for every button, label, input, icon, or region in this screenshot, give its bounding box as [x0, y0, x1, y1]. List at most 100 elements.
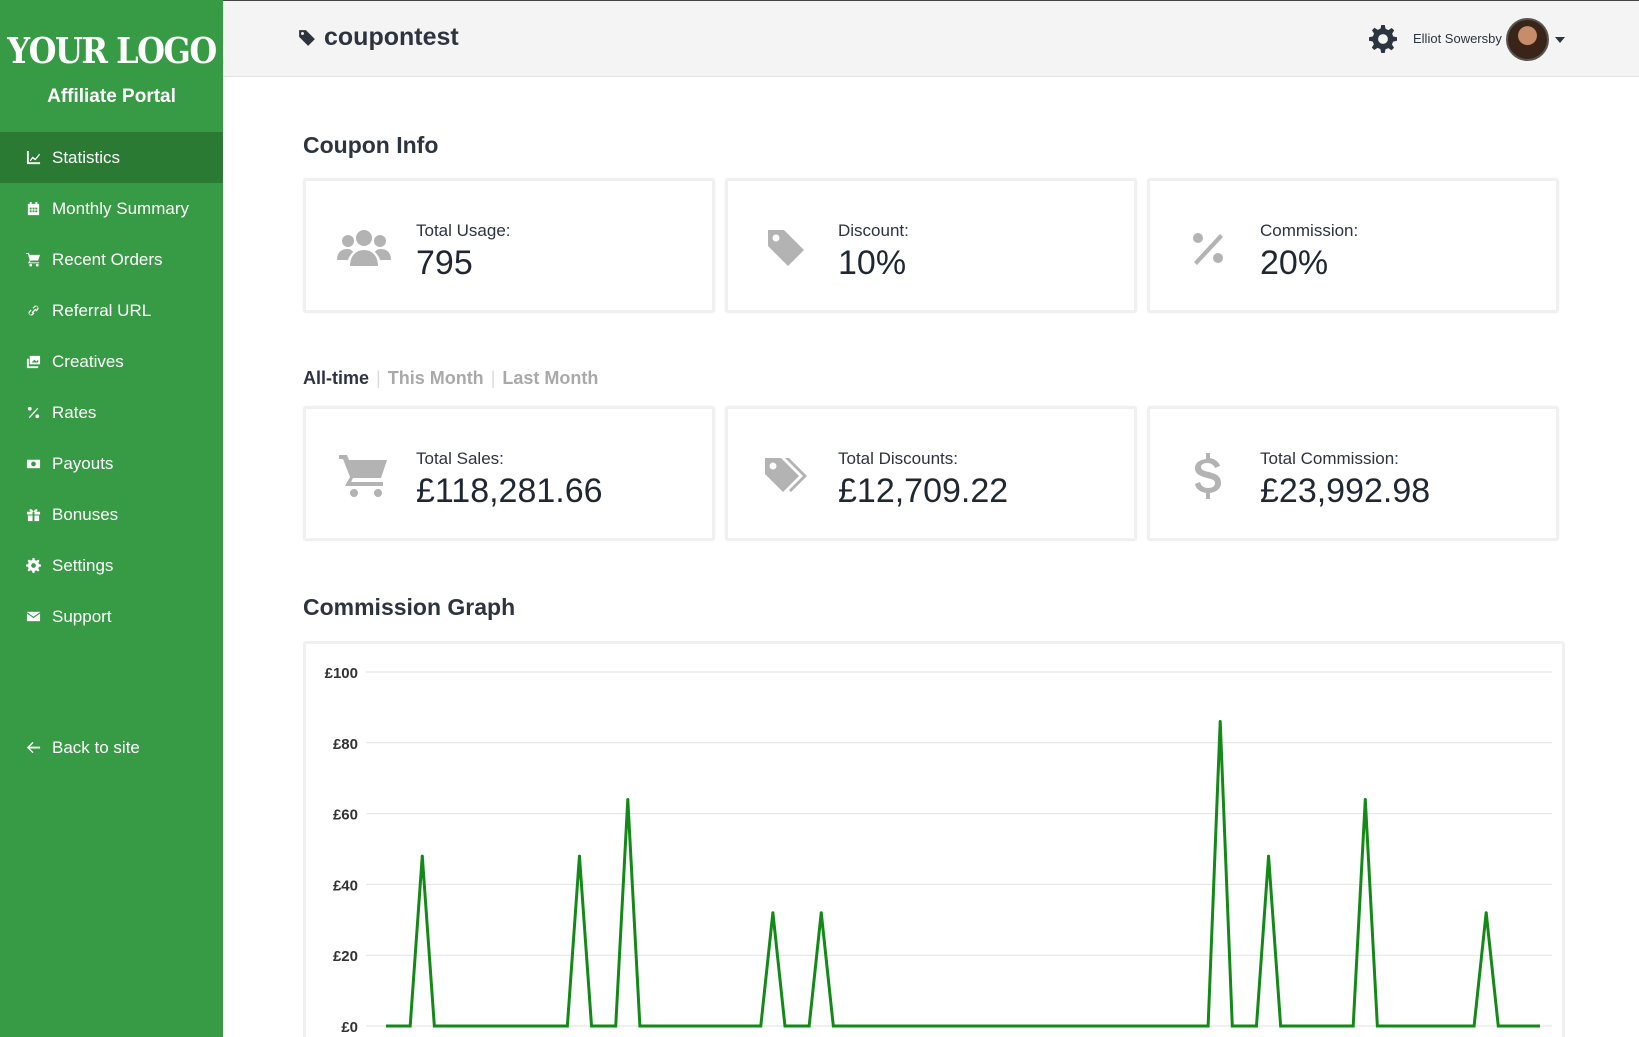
- percent-icon: [25, 405, 41, 421]
- stat-card-total-usage: Total Usage: 795: [303, 178, 715, 313]
- tab-divider: |: [376, 368, 381, 388]
- sidebar-item-label: Rates: [52, 402, 97, 422]
- sidebar-item-label: Payouts: [52, 453, 114, 473]
- envelope-icon: [25, 609, 41, 625]
- sidebar-item-monthly-summary[interactable]: Monthly Summary: [0, 183, 223, 234]
- data-point[interactable]: [420, 854, 424, 858]
- logo: YOUR LOGO: [7, 29, 217, 73]
- tab-this-month[interactable]: This Month: [387, 368, 484, 388]
- sidebar-item-statistics[interactable]: Statistics: [0, 132, 223, 183]
- gift-icon: [25, 507, 41, 523]
- stat-card-total-sales: Total Sales: £118,281.66: [303, 406, 715, 541]
- x-tick-label: May 1: [1349, 1035, 1383, 1037]
- users-icon: [336, 223, 392, 273]
- stat-value: 10%: [838, 244, 907, 282]
- chart-line-icon: [25, 150, 41, 166]
- tab-all-time[interactable]: All-time: [303, 368, 370, 388]
- tag-icon: [758, 223, 814, 273]
- sidebar-item-label: Settings: [52, 555, 114, 575]
- x-tick-label: Mar 10: [718, 1035, 756, 1037]
- sidebar-item-label: Statistics: [52, 147, 121, 167]
- tags-icon: [758, 451, 814, 501]
- chevron-down-icon[interactable]: [1555, 37, 1565, 43]
- y-tick-label: £40: [333, 877, 358, 894]
- x-tick-label: Feb 18: [464, 1035, 502, 1037]
- data-point[interactable]: [819, 911, 823, 915]
- stat-value: £23,992.98: [1260, 472, 1431, 510]
- x-tick-label: Mar 14: [766, 1035, 804, 1037]
- data-point[interactable]: [771, 911, 775, 915]
- back-to-site-label: Back to site: [52, 737, 140, 757]
- settings-gear-icon[interactable]: [1369, 25, 1397, 53]
- commission-chart: £0 £20 £40 £60 £80 £100 Feb 10 Feb 14 Feb 18 Feb …: [303, 641, 1565, 1037]
- sidebar: YOUR LOGO Affiliate Portal Statistics Mo…: [0, 0, 223, 1037]
- stat-label: Total Usage:: [416, 221, 511, 240]
- stat-label: Commission:: [1260, 221, 1359, 240]
- x-tick-label: Apr 23: [1250, 1035, 1288, 1037]
- stat-card-discount: Discount: 10%: [725, 178, 1137, 313]
- arrow-left-icon: [25, 740, 41, 756]
- stat-value: £12,709.22: [838, 472, 1009, 510]
- cart-icon: [25, 252, 41, 268]
- calendar-icon: [25, 201, 41, 217]
- y-tick-label: £80: [333, 736, 358, 753]
- x-tick-label: Apr 11: [1105, 1035, 1142, 1037]
- top-bar: coupontest Elliot Sowersby: [223, 0, 1639, 77]
- back-to-site-link[interactable]: Back to site: [0, 722, 223, 773]
- money-bill-icon: [25, 456, 41, 472]
- data-point[interactable]: [1484, 911, 1488, 915]
- sidebar-item-bonuses[interactable]: Bonuses: [0, 489, 223, 540]
- percent-icon: [1180, 223, 1236, 273]
- x-tick-label: Mar 18: [814, 1035, 852, 1037]
- sidebar-item-payouts[interactable]: Payouts: [0, 438, 223, 489]
- data-point[interactable]: [577, 854, 581, 858]
- y-tick-label: £60: [333, 807, 358, 824]
- x-tick-label: Mar 2: [624, 1035, 656, 1037]
- data-point[interactable]: [1218, 720, 1222, 724]
- x-tick-label: Apr 19: [1202, 1035, 1240, 1037]
- tag-icon: [299, 29, 315, 46]
- sidebar-item-label: Support: [52, 606, 112, 626]
- period-tabs: All-time | This Month | Last Month: [303, 368, 598, 389]
- sidebar-item-rates[interactable]: Rates: [0, 387, 223, 438]
- commission-graph-title: Commission Graph: [303, 594, 516, 620]
- x-tick-label: Apr 27: [1298, 1035, 1336, 1037]
- commission-series-line: [386, 721, 1540, 1028]
- stat-card-commission: Commission: 20%: [1147, 178, 1559, 313]
- coupon-info-cards: Total Usage: 795 Discount: 10% Commissio…: [303, 178, 1559, 313]
- tab-divider: |: [490, 368, 496, 388]
- sidebar-item-support[interactable]: Support: [0, 591, 223, 642]
- stat-label: Total Sales:: [416, 449, 504, 468]
- data-point[interactable]: [1267, 854, 1271, 858]
- x-tick-label: Mar 30: [959, 1035, 997, 1037]
- sidebar-item-recent-orders[interactable]: Recent Orders: [0, 234, 223, 285]
- totals-cards: Total Sales: £118,281.66 Total Discounts…: [303, 406, 1559, 541]
- x-tick-label: Mar 22: [863, 1035, 901, 1037]
- sidebar-item-creatives[interactable]: Creatives: [0, 336, 223, 387]
- data-point[interactable]: [1363, 797, 1367, 801]
- sidebar-item-referral-url[interactable]: Referral URL: [0, 285, 223, 336]
- coupon-info-title: Coupon Info: [303, 132, 439, 158]
- sidebar-item-settings[interactable]: Settings: [0, 540, 223, 591]
- x-tick-label: Mar 26: [911, 1035, 949, 1037]
- y-tick-label: £0: [341, 1019, 358, 1036]
- link-icon: [25, 303, 41, 319]
- sidebar-item-label: Monthly Summary: [52, 198, 189, 218]
- data-point[interactable]: [626, 797, 630, 801]
- commission-chart-svg: £0 £20 £40 £60 £80 £100 Feb 10 Feb 14 Feb 18 Feb …: [325, 665, 1552, 1037]
- sidebar-nav: Statistics Monthly Summary Recent Orders…: [0, 132, 223, 642]
- y-tick-label: £20: [333, 948, 358, 965]
- x-tick-label: Feb 26: [560, 1035, 598, 1037]
- page-title-text: coupontest: [324, 23, 459, 51]
- tab-last-month[interactable]: Last Month: [502, 368, 599, 388]
- user-name[interactable]: Elliot Sowersby: [1413, 31, 1502, 46]
- sidebar-item-label: Creatives: [52, 351, 124, 371]
- x-tick-label: Feb 22: [512, 1035, 550, 1037]
- cart-icon: [336, 451, 392, 501]
- avatar[interactable]: [1506, 18, 1549, 61]
- x-tick-label: Mar 6: [673, 1035, 705, 1037]
- portal-subtitle: Affiliate Portal: [47, 86, 176, 107]
- x-tick-label: Feb 10: [367, 1035, 405, 1037]
- page-title: coupontest: [298, 23, 459, 52]
- dollar-icon: [1180, 451, 1236, 501]
